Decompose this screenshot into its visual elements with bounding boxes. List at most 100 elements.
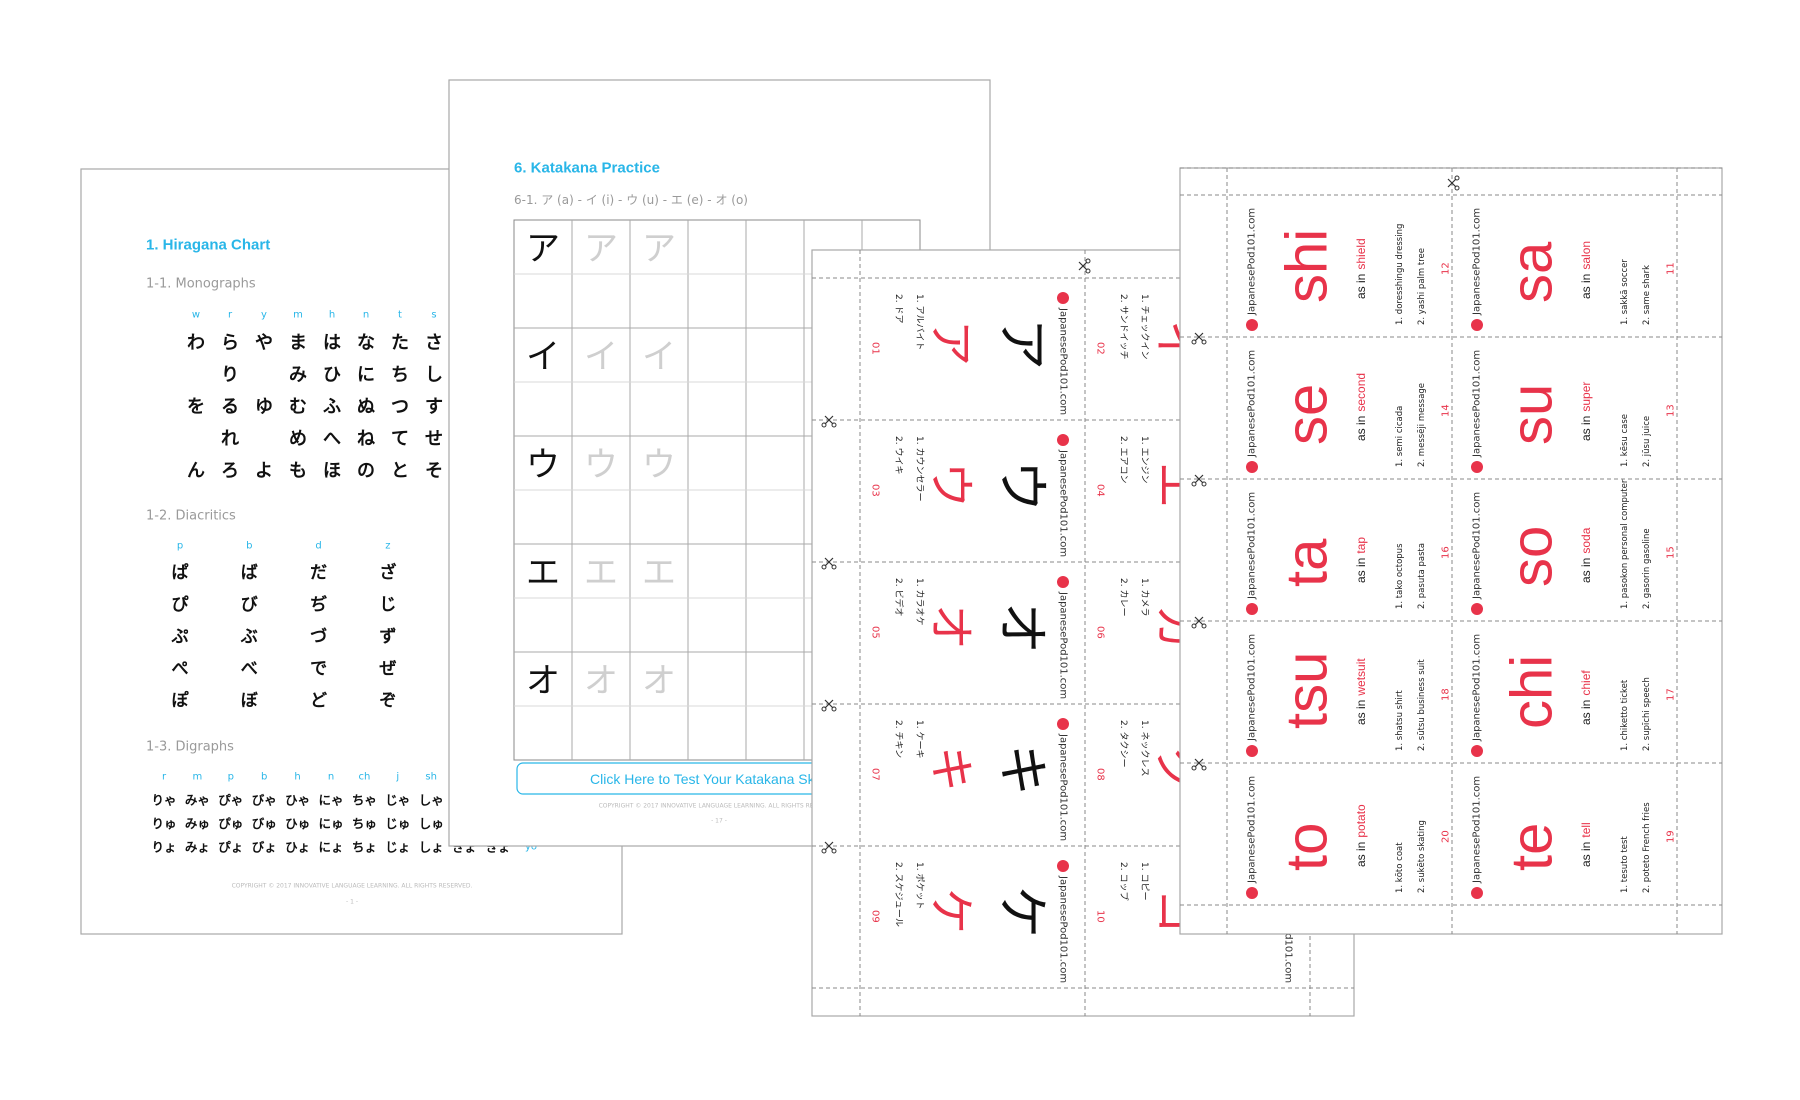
scissors-handle bbox=[831, 564, 837, 570]
card-number: 05 bbox=[870, 626, 881, 639]
scissors-blade bbox=[824, 557, 834, 567]
brand: JapanesePod101.com bbox=[1247, 634, 1258, 742]
kana: じ bbox=[379, 595, 396, 615]
kana: ら bbox=[221, 333, 239, 354]
scissors-handle bbox=[831, 848, 837, 854]
column-label: n bbox=[328, 772, 334, 783]
column-label: r bbox=[162, 772, 167, 783]
card-number: 01 bbox=[870, 342, 881, 355]
test-button[interactable]: Click Here to Test Your Katakana Skills bbox=[590, 771, 831, 787]
card-number: 13 bbox=[1666, 404, 1677, 417]
card-character: オ bbox=[991, 602, 1051, 654]
column-label: m bbox=[293, 310, 303, 321]
card-word: 1. カラオケ bbox=[914, 578, 925, 625]
kana: ぽ bbox=[172, 690, 190, 711]
brand: JapanesePod101.com bbox=[1247, 492, 1258, 600]
flashcard: JapanesePod101.com se as in second 1. semi c… bbox=[1246, 350, 1452, 473]
as-in: as in bbox=[1579, 558, 1593, 583]
card-syllable: se bbox=[1275, 384, 1340, 445]
scissors-icon bbox=[1191, 474, 1207, 487]
card-word: 1. アルバイト bbox=[914, 294, 925, 350]
kana: りゃ bbox=[151, 793, 176, 808]
card-number: 17 bbox=[1666, 688, 1677, 701]
model-character: オ bbox=[526, 661, 560, 701]
scissors-handle bbox=[821, 422, 827, 428]
card-syllable: tsu bbox=[1275, 652, 1340, 729]
card-number: 08 bbox=[1095, 768, 1106, 781]
card-word: 1. エンジン bbox=[1139, 436, 1149, 483]
scissors-handle bbox=[1201, 481, 1207, 487]
card-example: 2. sukēto skating bbox=[1417, 820, 1427, 893]
card-number: 18 bbox=[1441, 688, 1452, 701]
card-syllable: to bbox=[1275, 823, 1340, 871]
kana: びゅ bbox=[252, 816, 277, 831]
brand-logo bbox=[1471, 461, 1483, 473]
column-label: sh bbox=[425, 772, 437, 783]
scissors-blade bbox=[1447, 178, 1457, 188]
card-example: 1. tako octopus bbox=[1395, 543, 1405, 609]
as-in-line: as in chief bbox=[1579, 670, 1593, 725]
as-in-line: as in tell bbox=[1579, 822, 1593, 867]
card-character: ケ bbox=[991, 886, 1051, 938]
keyword: soda bbox=[1579, 527, 1593, 553]
brand-logo bbox=[1057, 292, 1069, 304]
brand: JapanesePod101.com bbox=[1058, 875, 1069, 983]
column-label: b bbox=[246, 541, 252, 552]
brand: JapanesePod101.com bbox=[1472, 350, 1483, 458]
brand: JapanesePod101.com bbox=[1472, 208, 1483, 316]
as-in-line: as in tap bbox=[1354, 537, 1368, 583]
as-in-line: as in super bbox=[1579, 382, 1593, 441]
kana: ちゃ bbox=[352, 793, 377, 808]
section-heading: 6-1. ア (a) - イ (i) - ウ (u) - エ (e) - オ (… bbox=[514, 193, 748, 207]
card-number: 03 bbox=[870, 484, 881, 497]
brand-logo bbox=[1471, 745, 1483, 757]
card-number: 16 bbox=[1441, 546, 1452, 559]
brand-logo bbox=[1246, 745, 1258, 757]
trace-character: ア bbox=[642, 229, 676, 269]
brand: JapanesePod101.com bbox=[1247, 208, 1258, 316]
card-example: 1. kēsu case bbox=[1620, 414, 1630, 467]
stroke-character: ケ bbox=[924, 888, 978, 934]
column-label: s bbox=[431, 310, 436, 321]
stroke-character: キ bbox=[924, 746, 978, 792]
kana: ぢ bbox=[310, 594, 327, 615]
kana: みゅ bbox=[185, 816, 210, 831]
scissors-handle bbox=[1201, 765, 1207, 771]
card-example: 2. gasorin gasoline bbox=[1642, 528, 1652, 609]
scissors-handle bbox=[831, 422, 837, 428]
card-character: キ bbox=[991, 744, 1051, 796]
card-character: ウ bbox=[991, 460, 1051, 512]
scissors-blade bbox=[824, 699, 834, 709]
kana: ほ bbox=[323, 461, 341, 482]
kana: りょ bbox=[151, 840, 176, 855]
kana: は bbox=[323, 333, 341, 354]
keyword: wetsuit bbox=[1354, 658, 1368, 697]
card-word: 1. チェックイン bbox=[1139, 294, 1150, 359]
card-number: 04 bbox=[1095, 484, 1106, 497]
scissors-icon bbox=[1078, 258, 1091, 274]
brand: JapanesePod101.com bbox=[1472, 634, 1483, 742]
as-in: as in bbox=[1354, 416, 1368, 441]
brand-logo bbox=[1057, 434, 1069, 446]
trace-character: イ bbox=[584, 337, 618, 377]
scissors-handle bbox=[821, 564, 827, 570]
card-number: 15 bbox=[1666, 546, 1677, 559]
card-number: 20 bbox=[1441, 830, 1452, 843]
card-word: 1. カメラ bbox=[1139, 578, 1150, 616]
trace-character: イ bbox=[642, 337, 676, 377]
as-in: as in bbox=[1354, 558, 1368, 583]
scissors-icon bbox=[1191, 332, 1207, 345]
kana: や bbox=[255, 333, 273, 354]
model-character: ウ bbox=[526, 445, 560, 485]
brand-logo bbox=[1246, 461, 1258, 473]
keyword: tap bbox=[1354, 537, 1368, 554]
kana: びゃ bbox=[252, 793, 277, 808]
card-example: 1. semi cicada bbox=[1395, 406, 1405, 467]
flashcard: JapanesePod101.com ta as in tap 1. tako octo… bbox=[1246, 492, 1452, 615]
as-in: as in bbox=[1579, 700, 1593, 725]
card-example: 1. pasokon personal computer bbox=[1620, 479, 1630, 609]
model-character: ア bbox=[526, 229, 560, 269]
kana: で bbox=[310, 659, 327, 679]
flashcard: JapanesePod101.com sa as in salon 1. sakkā s… bbox=[1471, 208, 1677, 331]
